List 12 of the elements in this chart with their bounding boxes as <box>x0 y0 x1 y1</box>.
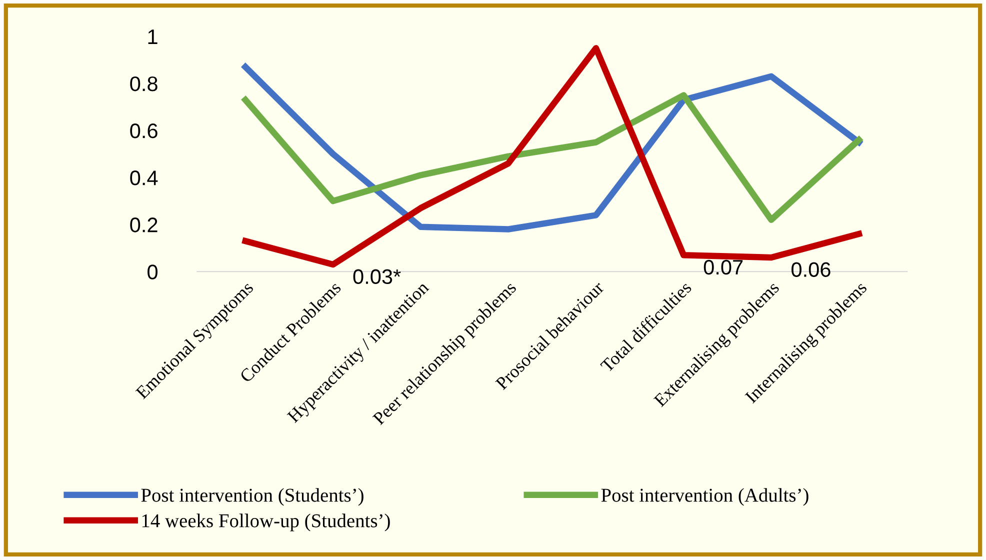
y-tick-label: 0.2 <box>130 218 158 232</box>
y-tick-label: 1 <box>148 30 158 44</box>
y-tick-label: 0.6 <box>130 123 158 138</box>
annotation: 0.06 <box>792 262 830 277</box>
annotation: 0.07 <box>704 260 743 275</box>
legend-label: Post intervention (Students’) <box>141 488 364 506</box>
y-tick-label: 0.8 <box>130 76 158 92</box>
annotation: 0.03* <box>353 269 401 284</box>
y-tick-label: 0 <box>148 264 158 280</box>
y-tick-label: 0.4 <box>130 170 158 186</box>
legend-label: Post intervention (Adults’) <box>601 488 808 506</box>
legend-label: 14 weeks Follow-up (Students’) <box>142 514 390 532</box>
